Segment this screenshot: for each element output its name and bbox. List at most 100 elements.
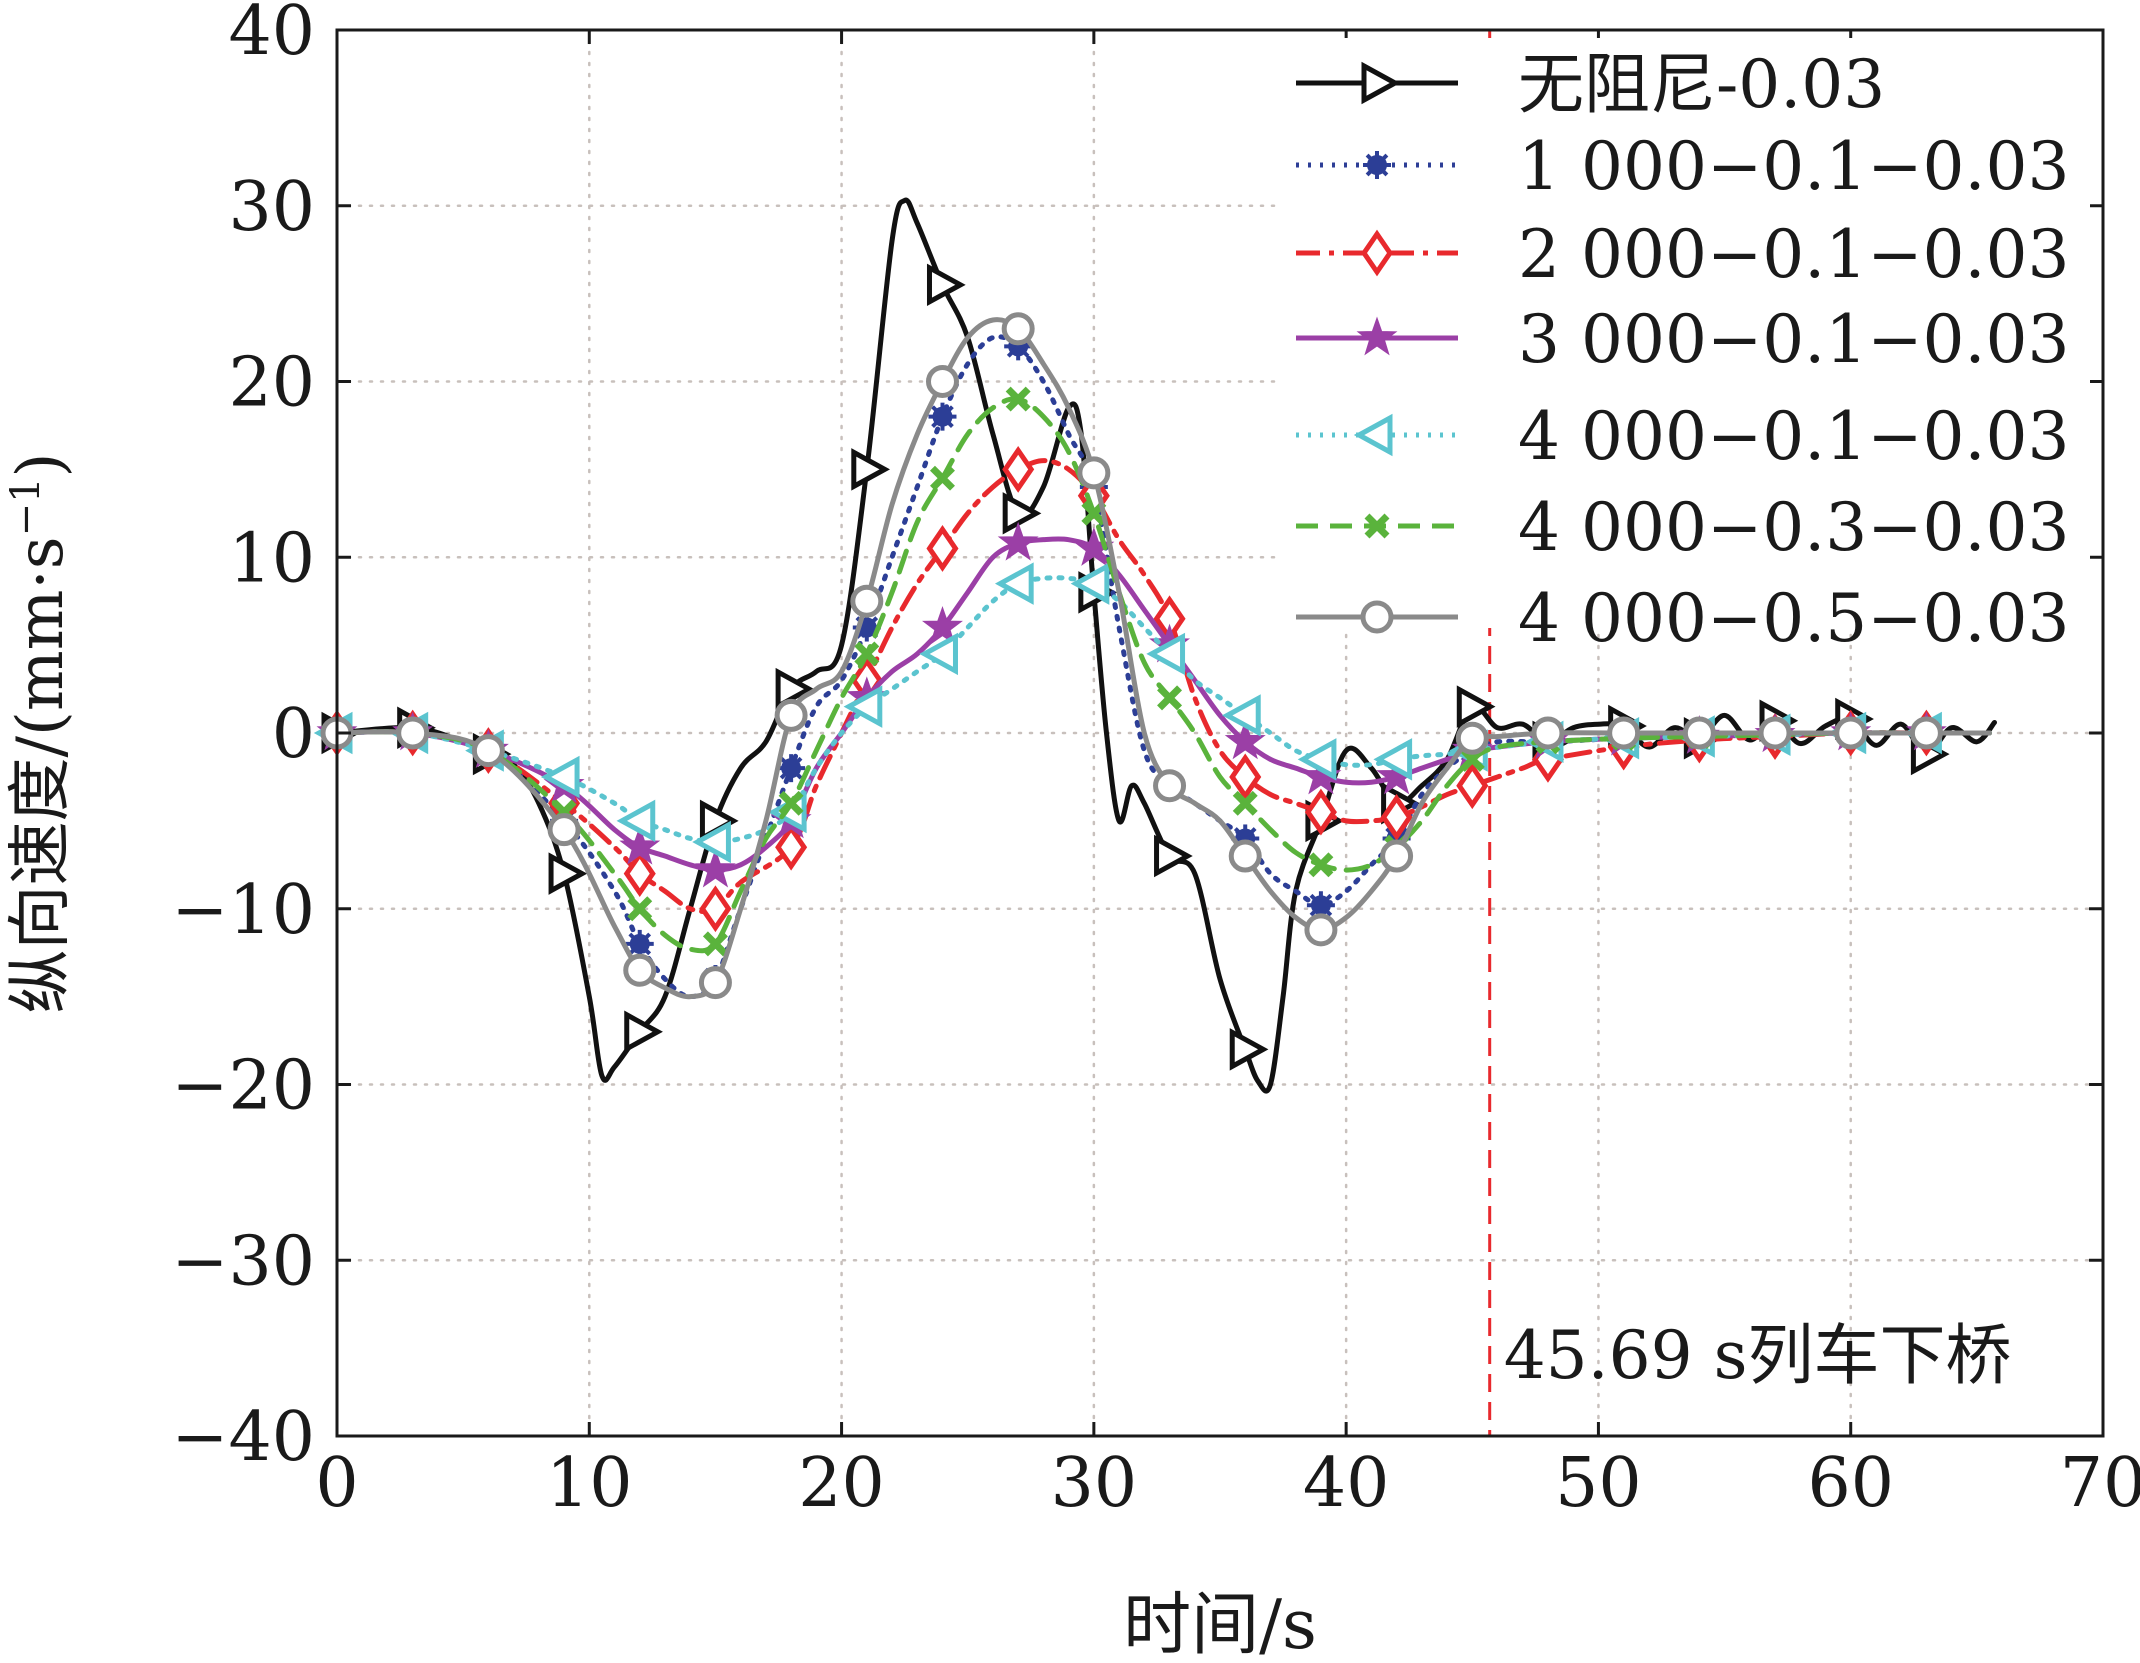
data-point — [1002, 492, 1042, 535]
data-point — [919, 632, 958, 676]
data-point — [774, 698, 808, 732]
series-7 — [320, 312, 1992, 1000]
data-point — [925, 365, 959, 398]
data-point — [843, 685, 883, 728]
data-point — [1304, 788, 1337, 836]
data-point — [625, 929, 654, 958]
data-point — [471, 734, 505, 768]
data-point — [396, 716, 430, 750]
y-tick-label: −10 — [171, 871, 315, 950]
legend-marker — [1360, 229, 1394, 277]
y-tick-label: 10 — [228, 519, 315, 598]
data-point — [926, 525, 959, 572]
data-point — [1146, 632, 1186, 676]
data-point — [1306, 891, 1335, 920]
x-tick-label: 30 — [1051, 1444, 1138, 1523]
data-point — [1758, 716, 1792, 750]
legend-label: 1 000−0.1−0.03 — [1518, 128, 2069, 205]
data-point — [850, 584, 884, 618]
data-point — [548, 852, 588, 895]
legend-marker — [1364, 513, 1390, 539]
x-tick-label: 70 — [2060, 1444, 2140, 1523]
data-point — [1308, 852, 1334, 878]
series-group — [313, 197, 1998, 1094]
legend-entry: 1 000−0.1−0.03 — [1296, 128, 2069, 205]
y-tick-label: 30 — [228, 168, 315, 247]
data-point — [1297, 738, 1337, 781]
data-point — [624, 1010, 663, 1053]
data-point — [930, 465, 955, 491]
series-line — [334, 458, 1992, 914]
y-tick-label: 40 — [228, 0, 315, 71]
data-point — [1834, 716, 1868, 750]
legend-marker — [1363, 151, 1391, 179]
data-point — [540, 755, 580, 799]
data-point — [1153, 769, 1187, 803]
data-point — [1531, 716, 1565, 750]
data-point — [926, 263, 966, 307]
y-tick-label: −30 — [171, 1222, 315, 1301]
data-point — [699, 885, 732, 933]
data-point — [1607, 716, 1641, 750]
data-point — [994, 562, 1034, 605]
legend-marker — [1360, 600, 1394, 634]
legend-entry: 3 000−0.1−0.03 — [1296, 301, 2069, 378]
data-point — [854, 641, 880, 667]
data-point — [1229, 1028, 1269, 1071]
data-point — [1373, 738, 1413, 781]
data-point — [627, 896, 653, 922]
data-point — [997, 521, 1039, 561]
data-point — [1001, 312, 1035, 346]
data-point — [1002, 445, 1035, 493]
data-point — [1304, 913, 1338, 947]
y-tick-label: 0 — [272, 695, 315, 774]
x-tick-label: 20 — [798, 1444, 885, 1523]
x-tick-label: 10 — [546, 1444, 633, 1523]
data-point — [547, 813, 581, 847]
data-point — [777, 754, 806, 783]
data-point — [1228, 839, 1262, 873]
data-point — [922, 606, 963, 645]
y-axis-label-text: 纵向速度/(mm·s — [4, 536, 78, 1013]
data-point — [1222, 694, 1261, 737]
legend-label: 4 000−0.3−0.03 — [1518, 489, 2069, 566]
x-axis-label: 时间/s — [1123, 1586, 1317, 1663]
data-point — [1909, 716, 1943, 750]
data-point — [1380, 839, 1414, 873]
data-point — [692, 820, 731, 864]
data-point — [1456, 685, 1496, 728]
data-point — [702, 931, 728, 957]
data-point — [1456, 762, 1489, 810]
legend-entry: 4 000−0.5−0.03 — [1296, 580, 2069, 657]
data-point — [616, 799, 656, 843]
data-point — [928, 402, 957, 431]
data-point — [775, 823, 808, 871]
legend-entry: 4 000−0.3−0.03 — [1296, 489, 2069, 566]
data-point — [1455, 721, 1489, 755]
legend-background — [1280, 38, 2090, 628]
data-point — [698, 966, 732, 1000]
data-point — [1070, 562, 1110, 605]
data-point — [1232, 790, 1258, 816]
y-tick-label: −20 — [171, 1047, 315, 1126]
data-point — [851, 448, 890, 491]
data-point — [1157, 685, 1183, 711]
annotation-label: 45.69 s列车下桥 — [1504, 1317, 2012, 1394]
y-axis-label-exponent: −1 — [3, 477, 49, 536]
data-point — [1380, 793, 1413, 841]
legend-entry: 4 000−0.1−0.03 — [1296, 398, 2069, 475]
y-tick-label: 20 — [228, 344, 315, 423]
legend-label: 3 000−0.1−0.03 — [1518, 301, 2069, 378]
data-point — [1154, 834, 1193, 878]
legend-entry: 无阻尼-0.03 — [1296, 46, 1885, 123]
legend-label: 4 000−0.5−0.03 — [1518, 580, 2069, 657]
x-tick-label: 40 — [1303, 1444, 1390, 1523]
legend-label: 4 000−0.1−0.03 — [1518, 398, 2069, 475]
data-point — [778, 790, 804, 816]
data-point — [1682, 716, 1716, 750]
data-point — [1229, 753, 1262, 801]
y-axis-label: 纵向速度/(mm·s−1) — [3, 452, 78, 1013]
legend-entry: 2 000−0.1−0.03 — [1296, 216, 2069, 293]
legend: 无阻尼-0.031 000−0.1−0.03 2 000−0.1−0.03 3 00… — [1280, 38, 2090, 657]
data-point — [623, 850, 656, 898]
